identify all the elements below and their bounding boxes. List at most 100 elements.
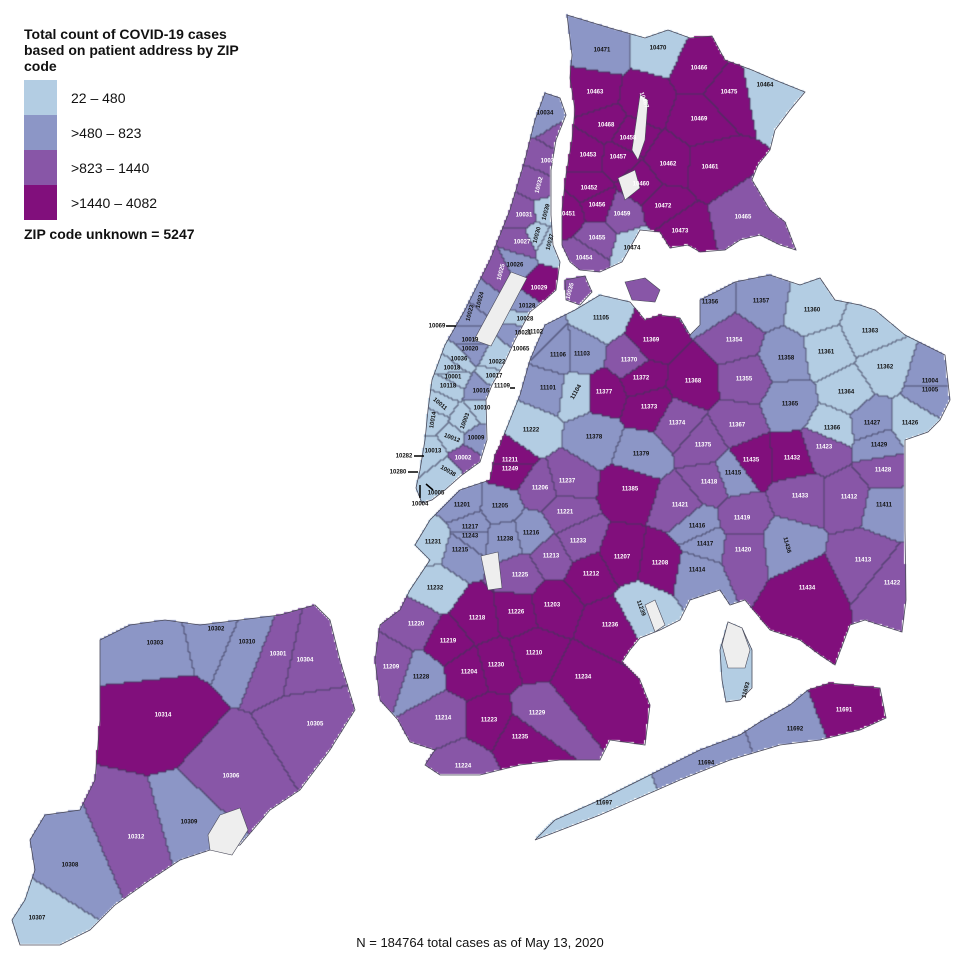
zip-label: 10469 [691,117,708,123]
zip-label: 10034 [537,111,554,117]
zip-callout-label: 10280 [390,470,407,476]
zip-label: 11206 [532,486,549,492]
legend-label: >823 – 1440 [71,159,150,176]
zip-label: 11355 [736,377,753,383]
zip-label: 10309 [181,820,198,826]
zip-label: 10454 [576,256,593,262]
zip-label: 11204 [461,670,478,676]
zip-label: 10021 [515,331,532,337]
zip-label: 10013 [425,449,442,455]
zip-label: 10466 [691,66,708,72]
zip-label: 11238 [497,537,514,543]
zip-label: 11215 [452,548,469,554]
zip-label: 11429 [871,443,888,449]
zip-label: 11432 [784,456,801,462]
zip-label: 10033 [541,159,558,165]
zip-label: 11434 [799,586,816,592]
zip-label: 11694 [698,761,715,767]
zip-label: 11693 [742,681,752,699]
zip-label: 11249 [502,467,519,473]
zip-label: 11213 [543,554,560,560]
zip-label: 10030 [533,226,543,244]
zip-label: 11229 [529,711,546,717]
zip-label: 10016 [473,389,490,395]
zip-label: 11239 [635,599,646,617]
zip-label: 11225 [512,573,529,579]
zip-label: 11426 [902,421,919,427]
legend-label: >480 – 823 [71,124,142,141]
zip-label: 11233 [570,539,587,545]
zip-label: 11217 [462,525,479,531]
zip-label: 11005 [922,388,939,394]
zip-label: 10455 [589,236,606,242]
zip-callouts: 10069 10282 10280 10005 10004 11109 [390,324,515,508]
zip-label: 10002 [455,456,472,462]
zip-label: 11364 [838,390,855,396]
legend-item: 22 – 480 [24,80,254,115]
zip-label: 11201 [454,503,471,509]
zip-label: 10474 [624,246,641,252]
land-outline [561,14,806,273]
zip-label: 10039 [542,203,552,221]
legend-swatch [24,150,57,185]
zip-label: 10452 [581,186,598,192]
zip-label: 11224 [455,764,472,770]
zip-callout-label: 10005 [428,491,445,497]
zip-label: 10040 [558,131,568,149]
zip-label: 11243 [462,534,479,540]
zip-label: 10003 [460,412,472,430]
zip-label: 11361 [818,350,835,356]
rikers-island [624,277,661,303]
zip-label: 11697 [596,801,613,807]
zip-label: 11414 [689,568,706,574]
zip-label: 11411 [876,503,893,509]
footnote: N = 184764 total cases as of May 13, 202… [356,935,604,950]
land-outline [534,682,887,841]
zip-label: 10037 [546,233,556,251]
no-data-area [617,169,641,201]
no-data-areas [207,94,751,856]
zip-label: 11220 [408,622,425,628]
zip-label: 11368 [685,379,702,385]
zip-unknown-count: ZIP code unknown = 5247 [24,226,195,242]
zip-label: 10458 [620,136,637,142]
zip-label: 11205 [492,504,509,510]
zip-label: 11211 [502,458,519,464]
zip-label: 10456 [589,203,606,209]
zip-label: 10305 [307,722,324,728]
zip-label: 10301 [270,652,287,658]
zip-label: 10035 [566,282,576,300]
zip-label: 11417 [697,542,714,548]
land-outline [11,604,356,946]
zip-label: 11416 [689,524,706,530]
zip-label: 11419 [734,516,751,522]
zip-label: 11222 [523,428,540,434]
zip-label: 10128 [519,304,536,310]
zip-label: 11427 [864,421,881,427]
zip-label: 10022 [489,360,506,366]
zip-label: 11219 [440,639,457,645]
zip-label: 10020 [462,347,479,353]
legend-label: 22 – 480 [71,89,126,106]
zip-label: 10019 [462,338,479,344]
zip-label: 11214 [435,716,452,722]
zip-label: 11354 [726,338,743,344]
zip-label: 11236 [602,623,619,629]
zip-label: 11203 [544,603,561,609]
zip-label: 10468 [598,123,615,129]
zip-label: 11208 [652,561,669,567]
zip-label: 10307 [29,916,46,922]
land-outline [564,275,593,306]
zip-label: 10457 [610,155,627,161]
zip-label: 10308 [62,863,79,869]
zip-label: 11435 [743,458,760,464]
zip-label: 10027 [514,240,531,246]
zip-label: 11209 [383,665,400,671]
zip-label: 10463 [587,90,604,96]
legend-label: >1440 – 4082 [71,194,158,211]
zip-label: 11234 [575,675,592,681]
zip-label: 10304 [297,658,314,664]
zip-label: 11691 [836,708,853,714]
